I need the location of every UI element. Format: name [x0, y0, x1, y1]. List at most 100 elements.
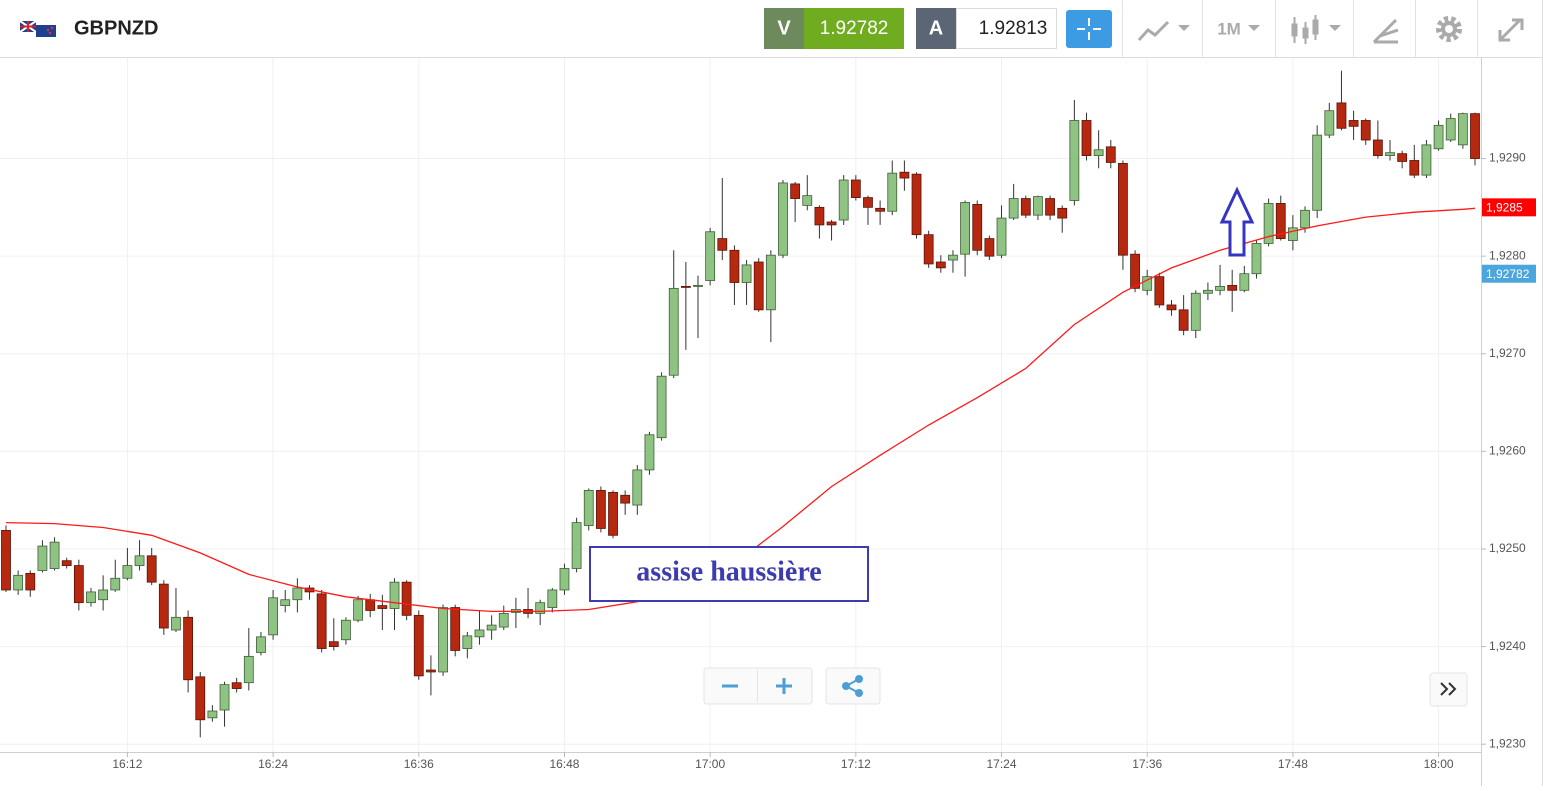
candle-body	[668, 287, 679, 376]
y-tick-label: 1,9240	[1489, 639, 1526, 653]
candle-body	[1203, 289, 1213, 294]
candle-body	[972, 204, 983, 251]
candle-body	[1263, 203, 1274, 244]
price-tag-label: 1,9285	[1486, 201, 1523, 215]
candle-body	[765, 254, 776, 311]
candle-body	[146, 555, 157, 583]
candle-body	[13, 574, 24, 591]
x-tick-label: 16:48	[549, 757, 579, 771]
candle-body	[1130, 253, 1140, 289]
candle-body	[705, 231, 716, 281]
candle-body	[1166, 304, 1177, 311]
candle-body	[316, 593, 327, 649]
candle-body	[984, 238, 995, 257]
candle-body	[389, 581, 400, 609]
candle-body	[353, 599, 363, 621]
candle-body	[863, 197, 873, 208]
crosshair-button[interactable]	[1066, 10, 1112, 48]
candle-body	[110, 577, 121, 591]
x-tick-label: 17:36	[1132, 757, 1162, 771]
price-tag	[1482, 264, 1536, 283]
scroll-icon	[1440, 682, 1457, 696]
candle-body	[741, 264, 752, 283]
y-tick-label: 1,9290	[1489, 151, 1526, 165]
scroll-button[interactable]	[1429, 672, 1468, 707]
buy-price-box[interactable]	[956, 8, 1057, 49]
share-button[interactable]	[825, 667, 881, 705]
candle-body	[826, 221, 837, 226]
candle-body	[328, 641, 339, 647]
candle-body	[171, 616, 181, 631]
chart-type-icon[interactable]	[1291, 15, 1319, 44]
candle-body	[1409, 160, 1420, 176]
candle-body	[899, 171, 910, 179]
y-tick-label: 1,9250	[1489, 541, 1526, 555]
candle-body	[620, 494, 631, 504]
drawing-icon[interactable]	[1372, 18, 1399, 44]
up-arrow	[1219, 186, 1255, 257]
candle-body	[1215, 286, 1225, 291]
candle-body	[1385, 152, 1395, 157]
candle-body	[595, 490, 606, 529]
candle-body	[948, 254, 958, 261]
candle-body	[1033, 196, 1043, 216]
candle-body	[753, 261, 764, 311]
settings-icon[interactable]	[1436, 16, 1462, 42]
sell-price-box[interactable]	[804, 8, 904, 49]
candle-body	[814, 206, 825, 226]
dropdown-arrow	[1248, 25, 1260, 31]
fullscreen-icon[interactable]	[1498, 18, 1524, 42]
y-tick-label: 1,9270	[1489, 346, 1526, 360]
pair-name: GBPNZD	[74, 17, 158, 39]
candle-body	[1045, 198, 1055, 216]
candle-body	[474, 629, 485, 638]
candle-body	[559, 568, 570, 591]
candle-body	[535, 602, 546, 614]
candle-body	[401, 581, 412, 616]
candle-body	[911, 173, 922, 236]
candle-body	[1178, 309, 1189, 331]
buy-label: A	[929, 17, 943, 39]
candle-body	[49, 541, 60, 569]
candle-body	[644, 434, 655, 471]
candle-body	[1239, 273, 1250, 291]
x-tick-label: 16:36	[404, 757, 434, 771]
y-tick-label: 1,9280	[1489, 248, 1526, 262]
timeframe[interactable]: 1M	[1217, 19, 1241, 38]
candle-body	[1008, 198, 1019, 219]
candle-body	[134, 555, 145, 566]
candle-body	[729, 249, 740, 283]
candle-body	[571, 522, 582, 569]
candle-body	[1190, 292, 1201, 331]
candle-body	[1251, 243, 1262, 275]
zoom-in[interactable]	[776, 678, 792, 694]
candle-body	[195, 676, 206, 721]
sell-button[interactable]	[764, 8, 804, 49]
candle-body	[207, 710, 218, 719]
candle-body	[1154, 276, 1165, 306]
candle-body	[1020, 198, 1031, 216]
x-tick-label: 17:00	[695, 757, 725, 771]
candle-body	[1287, 227, 1298, 241]
candle-body	[280, 599, 291, 606]
candle-body	[680, 286, 691, 288]
candle-body	[717, 238, 728, 251]
share-icon	[842, 675, 863, 697]
buy-button[interactable]	[916, 8, 956, 49]
candle-body	[1421, 144, 1432, 176]
candle-body	[1336, 102, 1347, 129]
sell-label: V	[777, 17, 791, 39]
candle-body	[86, 591, 96, 604]
candle-body	[887, 172, 898, 212]
candle-body	[1433, 124, 1444, 150]
candle-body	[377, 605, 388, 609]
x-tick-label: 17:24	[987, 757, 1017, 771]
indicator-icon[interactable]	[1137, 20, 1170, 42]
moving-average-line	[5, 207, 1476, 613]
candle-body	[219, 684, 230, 711]
candle-body	[1397, 153, 1408, 162]
crosshair-icon	[1077, 18, 1101, 40]
candle-body	[268, 597, 278, 636]
